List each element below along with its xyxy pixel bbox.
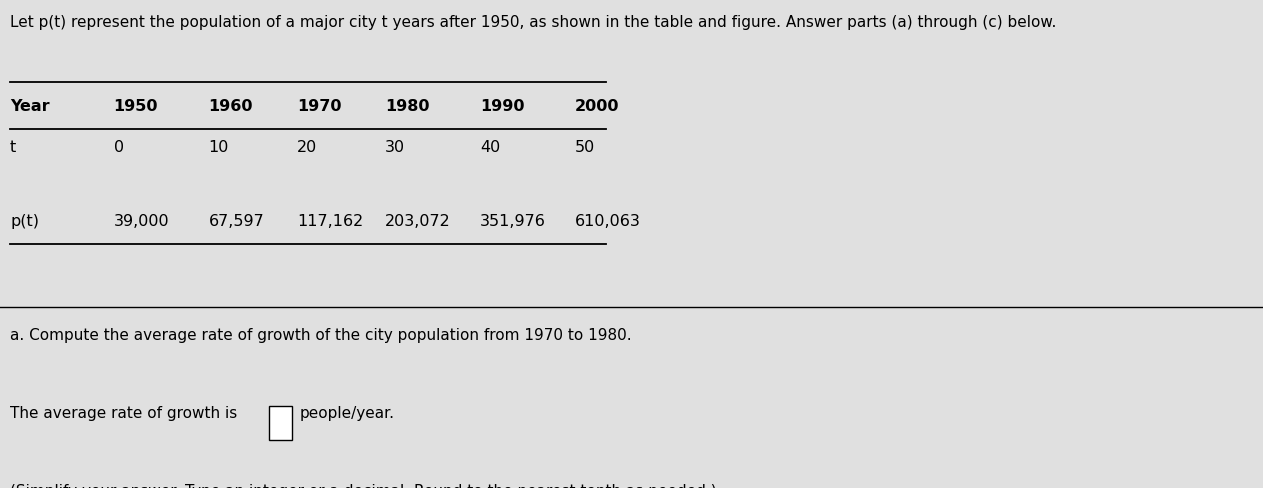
Text: The average rate of growth is: The average rate of growth is: [10, 405, 242, 420]
Text: (Simplify your answer. Type an integer or a decimal. Round to the nearest tenth : (Simplify your answer. Type an integer o…: [10, 483, 716, 488]
Text: 50: 50: [575, 140, 595, 155]
Text: a. Compute the average rate of growth of the city population from 1970 to 1980.: a. Compute the average rate of growth of…: [10, 327, 632, 342]
Text: Let p(t) represent the population of a major city t years after 1950, as shown i: Let p(t) represent the population of a m…: [10, 15, 1056, 30]
Text: 1970: 1970: [297, 99, 341, 114]
Text: 20: 20: [297, 140, 317, 155]
Text: 1990: 1990: [480, 99, 524, 114]
Text: 610,063: 610,063: [575, 213, 640, 228]
Text: 1960: 1960: [208, 99, 253, 114]
FancyBboxPatch shape: [269, 406, 292, 440]
Text: people/year.: people/year.: [299, 405, 394, 420]
Text: 67,597: 67,597: [208, 213, 264, 228]
Text: Year: Year: [10, 99, 49, 114]
Text: 40: 40: [480, 140, 500, 155]
Text: t: t: [10, 140, 16, 155]
Text: 30: 30: [385, 140, 405, 155]
Text: 2000: 2000: [575, 99, 619, 114]
Text: 10: 10: [208, 140, 229, 155]
Text: 39,000: 39,000: [114, 213, 169, 228]
Text: 0: 0: [114, 140, 124, 155]
Text: 351,976: 351,976: [480, 213, 546, 228]
Text: 117,162: 117,162: [297, 213, 362, 228]
Text: 203,072: 203,072: [385, 213, 451, 228]
Text: 1980: 1980: [385, 99, 429, 114]
Text: p(t): p(t): [10, 213, 39, 228]
Text: 1950: 1950: [114, 99, 158, 114]
